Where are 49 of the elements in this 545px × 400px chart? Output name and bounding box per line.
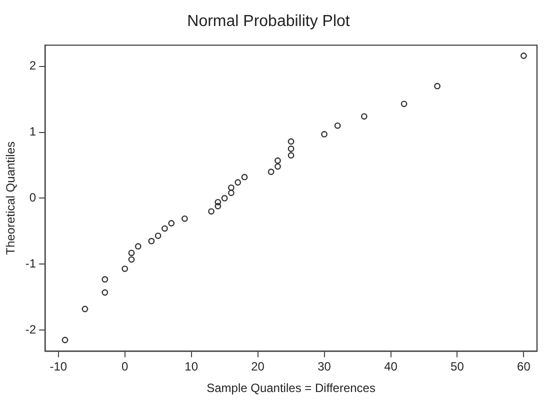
point — [134, 243, 142, 250]
point — [288, 152, 294, 159]
point — [274, 157, 281, 164]
point — [168, 220, 175, 226]
x-tick-label: 40 — [384, 360, 398, 374]
chart-title: Normal Probability Plot — [187, 13, 350, 30]
point — [128, 250, 135, 256]
point — [181, 215, 188, 222]
point — [148, 238, 155, 244]
x-tick-label: -10 — [50, 360, 68, 374]
point — [122, 266, 128, 272]
point — [228, 190, 234, 196]
point — [434, 82, 440, 90]
x-axis-title: Sample Quantiles = Differences — [206, 381, 376, 396]
point — [241, 174, 248, 180]
point — [288, 138, 294, 145]
point — [268, 168, 274, 176]
point — [228, 184, 234, 191]
x-tick-label: 30 — [318, 360, 332, 374]
point — [214, 198, 222, 206]
point — [162, 225, 168, 232]
y-tick-label: -2 — [25, 322, 36, 336]
point — [400, 100, 408, 108]
x-tick-label: 50 — [450, 360, 464, 374]
point — [234, 179, 242, 186]
x-tick-label: 20 — [251, 360, 265, 374]
point — [82, 306, 88, 312]
point — [334, 122, 341, 129]
point — [154, 232, 162, 239]
x-tick-label: 0 — [122, 360, 128, 374]
point — [520, 52, 527, 59]
point — [102, 276, 108, 283]
point — [208, 208, 214, 215]
point — [128, 256, 135, 263]
point — [102, 289, 108, 296]
y-tick-label: 1 — [29, 124, 36, 139]
y-axis-title: Theoretical Quantiles — [4, 142, 18, 255]
point — [274, 163, 281, 170]
point — [221, 195, 228, 202]
y-tick-label: 2 — [29, 58, 36, 73]
x-tick-label: 60 — [517, 360, 531, 374]
y-tick-label: 0 — [29, 190, 36, 205]
point — [214, 202, 222, 210]
y-tick-label: -1 — [25, 256, 36, 270]
point — [62, 336, 68, 344]
point — [360, 113, 368, 120]
point — [288, 146, 294, 152]
point — [321, 131, 328, 138]
x-tick-label: 10 — [184, 360, 198, 374]
